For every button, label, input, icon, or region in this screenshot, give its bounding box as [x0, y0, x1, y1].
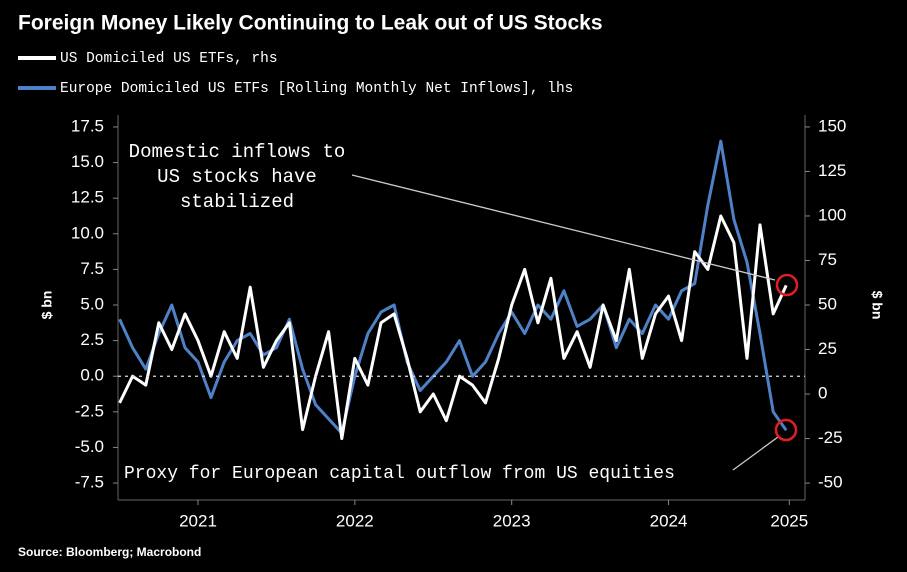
y-tick-label: -7.5	[75, 473, 104, 492]
x-tick-label: 2025	[770, 511, 808, 530]
y2-tick-label: -25	[818, 428, 843, 447]
series-line	[118, 214, 788, 441]
annotation: stabilized	[180, 191, 294, 213]
series-line	[118, 139, 788, 435]
annotation-pointer	[351, 174, 776, 281]
x-tick-label: 2023	[493, 511, 531, 530]
annotation: Proxy for European capital outflow from …	[124, 464, 675, 484]
y2-axis-label: $ bn	[869, 291, 885, 320]
y-tick-label: -5.0	[75, 437, 104, 456]
x-tick-label: 2021	[179, 511, 217, 530]
y2-tick-label: -50	[818, 473, 843, 492]
y2-tick-label: 25	[818, 339, 837, 358]
y2-tick-label: 50	[818, 294, 837, 313]
y-tick-label: 2.5	[80, 330, 104, 349]
annotation: US stocks have	[157, 166, 317, 188]
annotation-pointer	[732, 436, 779, 471]
y2-tick-label: 75	[818, 250, 837, 269]
y2-tick-label: 125	[818, 161, 846, 180]
x-tick-label: 2024	[650, 511, 688, 530]
annotation: Domestic inflows to	[129, 141, 346, 163]
y-axis-label: $ bn	[39, 291, 55, 320]
y-tick-label: 0.0	[80, 366, 104, 385]
x-tick-label: 2022	[336, 511, 374, 530]
highlight-circle	[775, 273, 799, 297]
legend-label: Europe Domiciled US ETFs [Rolling Monthl…	[60, 81, 573, 97]
legend-label: US Domiciled US ETFs, rhs	[60, 51, 278, 67]
y-tick-label: 15.0	[71, 152, 104, 171]
y-tick-label: -2.5	[75, 401, 104, 420]
y2-tick-label: 150	[818, 116, 846, 135]
y-tick-label: 7.5	[80, 259, 104, 278]
y-tick-label: 12.5	[71, 188, 104, 207]
y-tick-label: 17.5	[71, 116, 104, 135]
chart-title: Foreign Money Likely Continuing to Leak …	[18, 12, 603, 35]
y-tick-label: 5.0	[80, 294, 104, 313]
y-tick-label: 10.0	[71, 223, 104, 242]
source: Source: Bloomberg; Macrobond	[18, 545, 201, 559]
y2-tick-label: 0	[818, 384, 827, 403]
highlight-circle	[774, 418, 798, 442]
y2-tick-label: 100	[818, 205, 846, 224]
